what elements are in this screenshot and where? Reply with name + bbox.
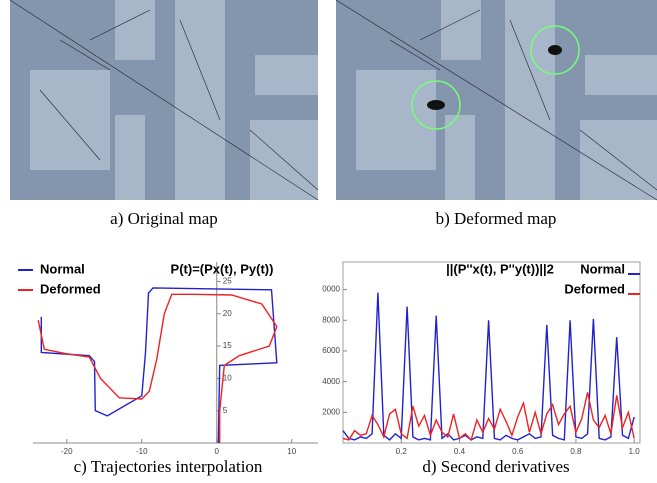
x-tick-label: 0.8 [570, 447, 582, 456]
y-tick-label: 25 [223, 277, 232, 286]
series-line [37, 293, 278, 443]
chart-title: ||(P''x(t), P''y(t))||2 [446, 261, 554, 276]
x-tick-label: 1.0 [629, 447, 641, 456]
x-tick-label: 0.4 [454, 447, 466, 456]
legend-label: Normal [40, 261, 85, 276]
y-tick-label: 0000 [322, 285, 340, 294]
x-tick-label: 10 [287, 447, 296, 456]
series-line [342, 292, 635, 441]
y-tick-label: 4000 [322, 377, 340, 386]
x-tick-label: 0.6 [512, 447, 524, 456]
y-tick-label: 8000 [322, 315, 340, 324]
y-tick-label: 10 [223, 373, 232, 382]
x-tick-label: -20 [61, 447, 73, 456]
chart-title: P(t)=(Px(t), Py(t)) [171, 261, 274, 276]
x-tick-label: 0.2 [396, 447, 408, 456]
legend-label: Normal [580, 261, 625, 276]
y-tick-label: 15 [223, 341, 232, 350]
y-tick-label: 2000 [322, 407, 340, 416]
caption: d) Second derivatives [422, 457, 569, 476]
y-tick-label: 5 [223, 406, 228, 415]
x-tick-label: -10 [136, 447, 148, 456]
plot-frame [342, 261, 641, 444]
legend-label: Deformed [40, 281, 101, 296]
series-line [40, 287, 278, 444]
caption: a) Original map [110, 209, 218, 228]
x-tick-label: 0 [215, 447, 220, 456]
series-line [342, 392, 635, 442]
original-map-image [9, 0, 319, 201]
deformed-map-image [335, 0, 657, 201]
y-tick-label: 6000 [322, 346, 340, 355]
legend-label: Deformed [564, 281, 625, 296]
y-tick-label: 20 [223, 309, 232, 318]
caption: b) Deformed map [436, 209, 557, 228]
caption: c) Trajectories interpolation [74, 457, 263, 476]
